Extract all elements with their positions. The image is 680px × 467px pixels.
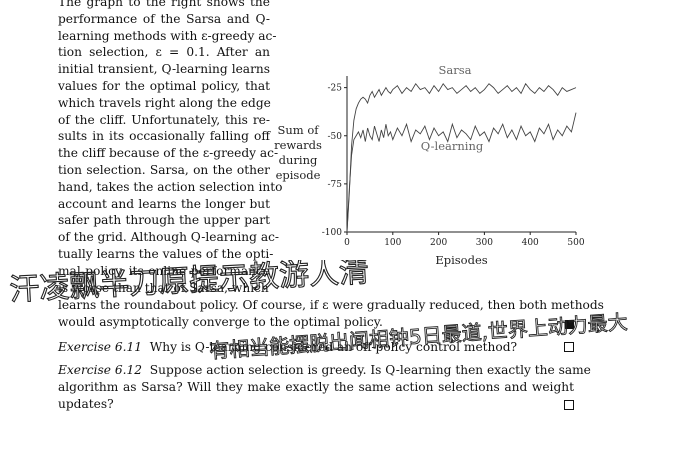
paragraph-line: sults in its occasionally falling off: [58, 129, 270, 144]
exercise-6-11: Exercise 6.11 Why is Q-learning consider…: [58, 339, 574, 356]
exercise-6-12-line-1: Suppose action selection is greedy. Is Q…: [149, 363, 591, 377]
x-tick-label: 500: [567, 238, 584, 248]
paragraph-line: tion selection, ε = 0.1. After an: [58, 45, 270, 60]
paragraph-narrow: The graph to the right shows the performa…: [58, 0, 283, 296]
y-axis-label-line: Sum of: [277, 123, 319, 137]
end-of-proof-filled-square: [565, 320, 574, 329]
x-tick-label: 200: [430, 238, 447, 248]
paragraph-line: of the grid. Although Q-learning ac-: [58, 230, 280, 245]
exercise-6-11-text: Why is Q-learning considered an off-poli…: [149, 340, 518, 354]
paragraph-line: of the cliff. Unfortunately, this re-: [58, 112, 270, 127]
y-tick-label: -50: [328, 132, 343, 142]
exercise-6-12-line-2: algorithm as Sarsa? Will they make exact…: [58, 379, 574, 394]
x-tick-label: 0: [344, 238, 350, 248]
paragraph-line: account and learns the longer but: [58, 196, 270, 211]
paragraph-line: tually learns the values of the opti-: [58, 246, 274, 261]
y-tick-label: -25: [328, 84, 343, 94]
exercise-6-12: Exercise 6.12 Suppose action selection i…: [58, 362, 591, 412]
paragraph-line: performance of the Sarsa and Q-: [58, 11, 270, 26]
paragraph-line: the cliff because of the ε-greedy ac-: [58, 146, 279, 161]
x-tick-label: 300: [476, 238, 493, 248]
paragraph-full-lines: learns the roundabout policy. Of course,…: [58, 297, 604, 331]
exercise-6-12-label: Exercise 6.12: [58, 363, 143, 377]
paragraph-line: hand, takes the action selection into: [58, 179, 283, 194]
y-tick-label: -75: [328, 180, 343, 190]
series-label-q-learning: Q-learning: [421, 139, 484, 153]
paragraph-line: safer path through the upper part: [58, 213, 270, 228]
paragraph-full-line: would asymptotically converge to the opt…: [58, 314, 383, 329]
y-tick-label: -100: [322, 228, 342, 238]
exercise-6-12-line-3: updates?: [58, 396, 114, 411]
series-line-sarsa: [346, 82, 577, 233]
paragraph-line: The graph to the right shows the: [58, 0, 270, 9]
x-axis-label: Episodes: [435, 253, 487, 267]
x-tick-label: 400: [522, 238, 539, 248]
paragraph-line: tion selection. Sarsa, on the other: [58, 162, 270, 177]
paragraph-line: learning methods with ε-greedy ac-: [58, 28, 277, 43]
paragraph-line: mal policy, its online performance: [58, 263, 270, 278]
series-label-sarsa: Sarsa: [439, 63, 472, 77]
cliff-walking-chart: -25 -50 -75 -100 0 100 200 300 400 500 Episodes Sum…: [270, 60, 590, 272]
y-axis-label-line: episode: [276, 168, 321, 182]
series-line-q-learning: [346, 112, 577, 233]
paragraph-full-line: learns the roundabout policy. Of course,…: [58, 298, 604, 312]
paragraph-line: initial transient, Q-learning learns: [58, 62, 270, 77]
exercise-6-12-empty-square: [564, 400, 574, 410]
exercise-6-11-empty-square: [564, 342, 574, 352]
paragraph-line: values for the optimal policy, that: [58, 78, 270, 93]
paragraph-line: is worse than that of Sarsa, which: [58, 280, 269, 295]
x-tick-label: 100: [384, 238, 401, 248]
y-axis-label-line: during: [279, 153, 318, 167]
y-axis-label-line: rewards: [274, 138, 322, 152]
paragraph-line: which travels right along the edge: [58, 95, 271, 110]
exercise-6-11-label: Exercise 6.11: [58, 340, 143, 354]
